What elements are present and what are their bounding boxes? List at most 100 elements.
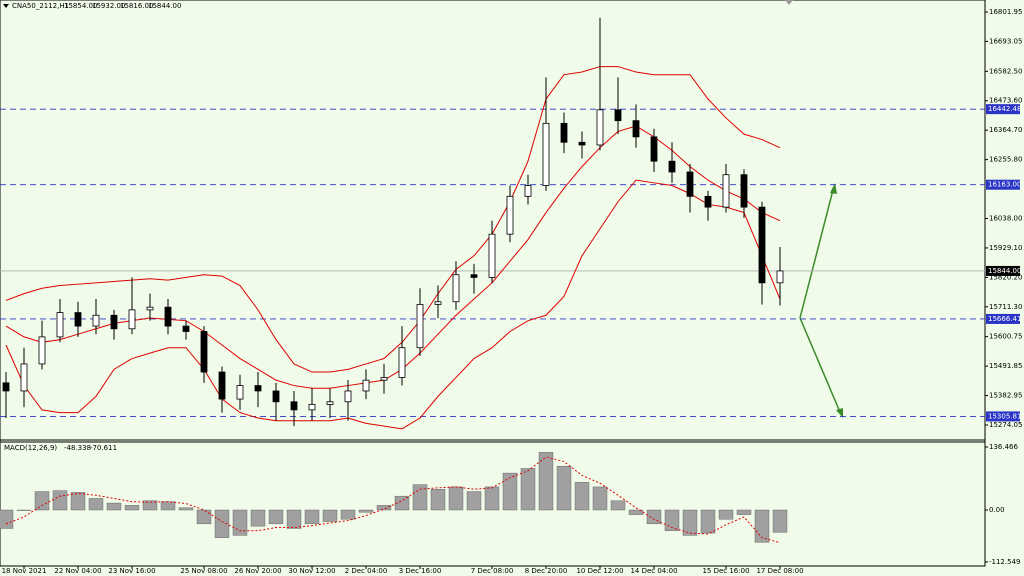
candle-body [560,122,568,143]
candle-body [110,314,118,330]
candle-body [344,390,352,403]
x-tick-label: 10 Dec 12:00 [576,567,623,575]
x-tick-label: 7 Dec 08:00 [471,567,514,575]
macd-bar [286,509,302,529]
y-tick-label: 0.00 [989,506,1005,514]
candle-body [56,312,64,338]
level-box [986,179,1020,190]
y-tick-label: -112.549 [989,558,1020,566]
macd-bar [538,452,554,511]
candle-body [2,382,10,392]
macd-bar [484,486,500,511]
x-tick-label: 30 Nov 12:00 [288,567,335,575]
candle-body [398,347,406,378]
candle-body [182,325,190,332]
level-label: 15305.81 [988,412,1021,420]
macd-bar [232,509,248,536]
y-tick-label: 15600.75 [989,333,1022,341]
shift-marker [785,0,793,5]
candle-body [290,401,298,411]
y-tick-label: 15274.05 [989,421,1022,429]
macd-bar [700,509,716,534]
macd-bar [502,472,518,511]
arrow-head [830,183,837,194]
bollinger-band [5,179,781,430]
macd-bar [448,486,464,511]
y-tick-label: 16801.95 [989,8,1022,16]
x-tick-label: 17 Dec 08:00 [756,567,803,575]
macd-bar [466,491,482,511]
macd-bar [52,490,68,511]
ohlc-high: 15932.00 [92,2,125,10]
candle-body [218,371,226,400]
level-box [986,411,1020,422]
candle-body [758,206,766,284]
x-tick-label: 14 Dec 04:00 [630,567,677,575]
level-label: 16442.48 [988,105,1021,113]
menu-marker [3,4,9,8]
arrow-up [799,189,834,319]
y-tick-label: 136.466 [989,443,1018,451]
arrow-head [836,408,843,418]
macd-bar [322,509,338,522]
candle-body [704,195,712,208]
level-box [986,104,1020,115]
level-label: 15666.41 [988,315,1021,323]
macd-bar [394,495,410,511]
signal-value: -70.611 [90,444,117,452]
y-tick-label: 15820.20 [989,273,1022,281]
candle-body [488,233,496,278]
x-tick-label: 22 Nov 04:00 [54,567,101,575]
candle-body [380,377,388,381]
y-tick-label: 15929.10 [989,244,1022,252]
candle-body [686,171,694,197]
candle-body [452,274,460,303]
x-tick-label: 26 Nov 20:00 [234,567,281,575]
candle-body [668,160,676,173]
arrow-down [799,317,841,413]
candle-body [362,379,370,392]
macd-bar [142,500,158,511]
current-price-box [986,265,1020,276]
macd-bar [682,509,698,536]
x-tick-label: 25 Nov 08:00 [180,567,227,575]
candle-body [578,141,586,146]
ohlc-low: 15816.00 [120,2,153,10]
macd-bar [250,509,266,527]
level-box [986,313,1020,324]
candle-body [524,185,532,197]
candle-body [38,336,46,365]
macd-bar [124,505,140,511]
candle-body [632,120,640,138]
macd-bar [520,468,536,511]
x-tick-label: 15 Dec 16:00 [702,567,749,575]
candle-body [272,390,280,403]
macd-bar [610,500,626,511]
candle-body [326,401,334,405]
signal-line [5,456,781,544]
y-tick-label: 16364.70 [989,126,1022,134]
macd-bar [358,509,374,513]
candle-body [434,301,442,305]
macd-bar [106,502,122,511]
macd-bar [196,509,212,525]
y-tick-label: 15711.30 [989,303,1022,311]
macd-bar [574,482,590,511]
bollinger-band [5,66,781,373]
macd-bar [70,492,86,511]
y-tick-label: 15491.85 [989,362,1022,370]
macd-bar [376,505,392,511]
candle-body [92,314,100,327]
macd-value: -48.338 [64,444,91,452]
macd-bar [718,509,734,520]
candle-body [308,404,316,411]
macd-bar [592,486,608,511]
macd-bar [16,509,32,511]
macd-bar [88,498,104,511]
candle-body [200,331,208,373]
candle-body [506,195,514,235]
macd-bar [304,509,320,525]
x-tick-label: 8 Dec 20:00 [525,567,568,575]
candle-body [650,136,658,162]
